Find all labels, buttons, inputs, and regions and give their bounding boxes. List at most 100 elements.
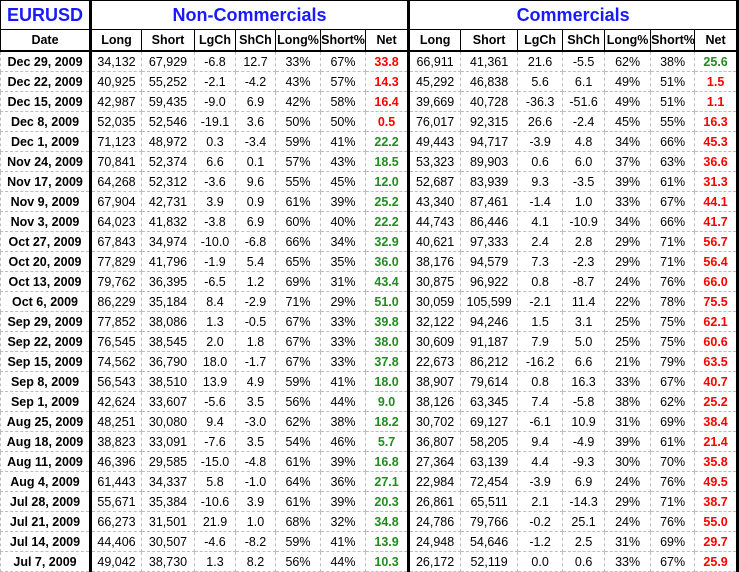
comm-shch-cell: -2.3 [562, 251, 606, 272]
date-cell: Sep 15, 2009 [0, 351, 92, 372]
nc-shch-cell: 9.6 [235, 171, 276, 192]
nc-long-cell: 86,229 [90, 291, 142, 312]
date-cell: Aug 25, 2009 [0, 411, 92, 432]
comm-long-pct-cell: 21% [604, 351, 652, 372]
comm-lgch-cell: 9.3 [517, 171, 564, 192]
comm-short-pct-cell: 71% [650, 231, 696, 252]
nc-long-cell: 77,852 [90, 311, 142, 332]
nc-lgch-cell: -10.0 [194, 231, 236, 252]
table-row: Aug 25, 2009 48,251 30,080 9.4 -3.0 62% 38% 18.… [0, 411, 739, 432]
nc-lgch-cell: 8.4 [194, 291, 236, 312]
comm-lgch-cell: 7.3 [517, 251, 564, 272]
nc-short-cell: 52,374 [141, 151, 195, 172]
nc-net-cell: 34.8 [364, 511, 411, 532]
comm-long-cell: 24,786 [408, 511, 462, 532]
nc-long-pct-cell: 69% [275, 271, 321, 292]
comm-long-pct-cell: 24% [604, 511, 652, 532]
nc-long-cell: 56,543 [90, 371, 142, 392]
nc-net-cell: 51.0 [364, 291, 411, 312]
comm-lgch-cell: 0.8 [517, 371, 564, 392]
comm-short-cell: 40,728 [460, 91, 519, 112]
comm-short-pct-cell: 70% [650, 451, 696, 472]
nc-short-cell: 52,312 [141, 171, 195, 192]
comm-long-cell: 24,948 [408, 531, 462, 552]
table-row: Dec 22, 2009 40,925 55,252 -2.1 -4.2 43% 57% 14… [0, 71, 739, 92]
nc-short-pct-cell: 40% [320, 211, 366, 232]
date-cell: Dec 15, 2009 [0, 91, 92, 112]
nc-long-pct-cell: 66% [275, 231, 321, 252]
table-row: Dec 1, 2009 71,123 48,972 0.3 -3.4 59% 41% 22.2… [0, 131, 739, 152]
comm-short-pct-cell: 51% [650, 71, 696, 92]
comm-net-cell: 1.5 [694, 71, 739, 92]
comm-short-cell: 91,187 [460, 331, 519, 352]
comm-net-cell: 49.5 [694, 471, 739, 492]
comm-short-cell: 83,939 [460, 171, 519, 192]
comm-short-cell: 94,579 [460, 251, 519, 272]
table-row: Nov 9, 2009 67,904 42,731 3.9 0.9 61% 39% 25.2 4… [0, 191, 739, 212]
comm-long-cell: 22,673 [408, 351, 462, 372]
comm-lgch-cell: 0.6 [517, 151, 564, 172]
nc-long-cell: 70,841 [90, 151, 142, 172]
comm-long-cell: 30,875 [408, 271, 462, 292]
comm-lgch-cell: 7.9 [517, 331, 564, 352]
nc-shch-cell: 3.5 [235, 431, 276, 452]
date-cell: Sep 22, 2009 [0, 331, 92, 352]
comm-net-cell: 56.4 [694, 251, 739, 272]
table-row: Sep 8, 2009 56,543 38,510 13.9 4.9 59% 41% 18.0… [0, 371, 739, 392]
comm-net-cell: 1.1 [694, 91, 739, 112]
nc-long-pct-cell: 60% [275, 211, 321, 232]
date-cell: Sep 1, 2009 [0, 391, 92, 412]
comm-shch-cell: -14.3 [562, 491, 606, 512]
nc-short-cell: 31,501 [141, 511, 195, 532]
nc-short-pct-cell: 33% [320, 351, 366, 372]
nc-header-lgch: LgCh [194, 29, 236, 52]
comm-long-pct-cell: 49% [604, 71, 652, 92]
nc-short-cell: 34,974 [141, 231, 195, 252]
nc-lgch-cell: 1.3 [194, 311, 236, 332]
comm-net-cell: 16.3 [694, 111, 739, 132]
nc-short-cell: 48,972 [141, 131, 195, 152]
nc-lgch-cell: 6.6 [194, 151, 236, 172]
comm-net-cell: 36.6 [694, 151, 739, 172]
nc-shch-cell: -1.0 [235, 471, 276, 492]
comm-header-shch: ShCh [562, 29, 606, 52]
comm-lgch-cell: -0.2 [517, 511, 564, 532]
date-cell: Aug 18, 2009 [0, 431, 92, 452]
nc-long-cell: 42,624 [90, 391, 142, 412]
comm-long-pct-cell: 29% [604, 231, 652, 252]
comm-header-long: Long [408, 29, 462, 52]
nc-short-cell: 33,607 [141, 391, 195, 412]
nc-header-long-pct: Long% [275, 29, 321, 52]
comm-short-pct-cell: 75% [650, 331, 696, 352]
comm-lgch-cell: -3.9 [517, 131, 564, 152]
comm-long-cell: 36,807 [408, 431, 462, 452]
nc-short-pct-cell: 32% [320, 511, 366, 532]
comm-net-cell: 25.2 [694, 391, 739, 412]
comm-short-pct-cell: 79% [650, 351, 696, 372]
comm-long-cell: 38,907 [408, 371, 462, 392]
group-commercials: Commercials [408, 0, 739, 30]
nc-net-cell: 38.0 [364, 331, 411, 352]
nc-lgch-cell: 9.4 [194, 411, 236, 432]
nc-short-cell: 29,585 [141, 451, 195, 472]
comm-shch-cell: 6.9 [562, 471, 606, 492]
comm-short-cell: 79,766 [460, 511, 519, 532]
nc-shch-cell: 0.1 [235, 151, 276, 172]
nc-long-cell: 76,545 [90, 331, 142, 352]
date-cell: Oct 13, 2009 [0, 271, 92, 292]
nc-short-cell: 38,086 [141, 311, 195, 332]
nc-net-cell: 14.3 [364, 71, 411, 92]
nc-long-cell: 44,406 [90, 531, 142, 552]
comm-long-pct-cell: 62% [604, 50, 652, 72]
comm-long-cell: 38,126 [408, 391, 462, 412]
comm-long-pct-cell: 29% [604, 491, 652, 512]
table-row: Nov 17, 2009 64,268 52,312 -3.6 9.6 55% 45% 12.… [0, 171, 739, 192]
comm-shch-cell: -8.7 [562, 271, 606, 292]
nc-long-pct-cell: 59% [275, 371, 321, 392]
comm-net-cell: 40.7 [694, 371, 739, 392]
nc-lgch-cell: 5.8 [194, 471, 236, 492]
comm-long-pct-cell: 34% [604, 131, 652, 152]
date-cell: Nov 24, 2009 [0, 151, 92, 172]
nc-short-cell: 59,435 [141, 91, 195, 112]
nc-short-pct-cell: 31% [320, 271, 366, 292]
